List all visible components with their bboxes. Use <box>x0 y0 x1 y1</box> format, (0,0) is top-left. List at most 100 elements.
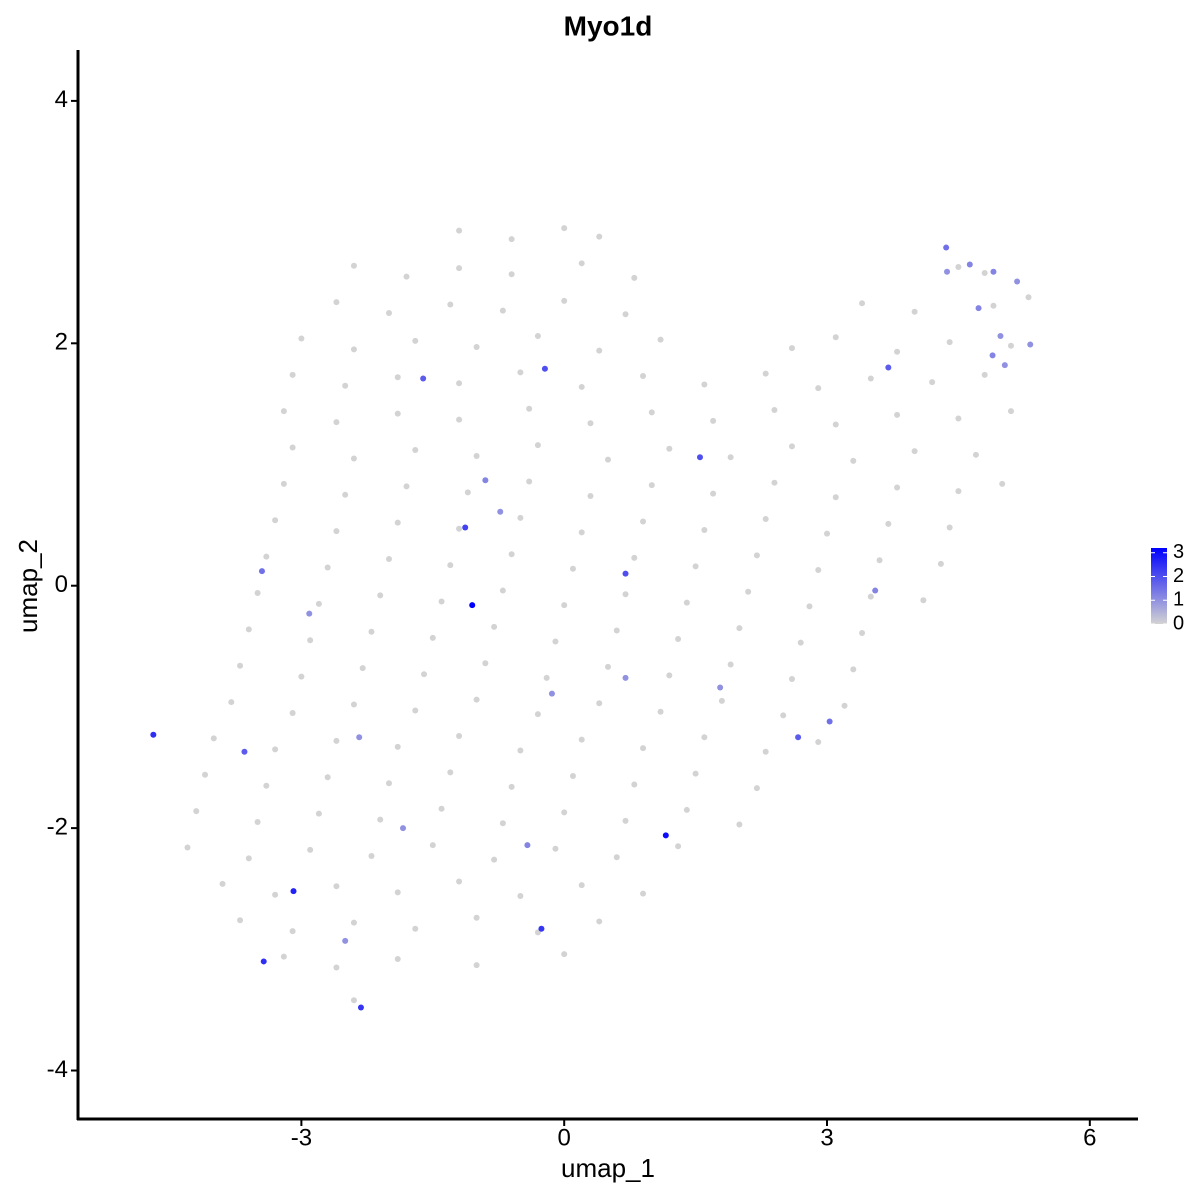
point <box>569 772 576 779</box>
point <box>429 842 436 849</box>
point <box>237 662 244 669</box>
point <box>350 455 357 462</box>
point <box>456 878 463 885</box>
point <box>997 333 1004 340</box>
point <box>333 964 340 971</box>
point <box>806 603 813 610</box>
point <box>307 637 314 644</box>
y-tick-label: -2 <box>47 813 68 840</box>
point <box>692 770 699 777</box>
point <box>648 409 655 416</box>
point <box>859 300 866 307</box>
point <box>150 731 157 738</box>
x-tick-label: -3 <box>291 1124 312 1151</box>
point <box>333 299 340 306</box>
point <box>631 554 638 561</box>
point <box>280 480 287 487</box>
point <box>561 951 568 958</box>
point <box>1027 341 1034 348</box>
point <box>613 627 620 634</box>
point <box>263 553 270 560</box>
point <box>219 880 226 887</box>
point <box>473 343 480 350</box>
point <box>491 856 498 863</box>
point <box>541 365 548 372</box>
point <box>850 457 857 464</box>
point <box>258 568 265 575</box>
point <box>946 524 953 531</box>
point <box>342 382 349 389</box>
point <box>1001 362 1008 369</box>
point <box>456 265 463 272</box>
point <box>981 270 988 277</box>
point <box>342 491 349 498</box>
point <box>394 743 401 750</box>
point <box>193 808 200 815</box>
point <box>377 816 384 823</box>
point <box>298 335 305 342</box>
point <box>456 416 463 423</box>
point <box>394 956 401 963</box>
point <box>662 832 669 839</box>
point <box>254 589 261 596</box>
point <box>648 482 655 489</box>
point <box>622 311 629 318</box>
point <box>412 925 419 932</box>
point <box>578 882 585 889</box>
y-tick-label: 4 <box>55 86 68 113</box>
point <box>788 676 795 683</box>
point <box>762 748 769 755</box>
chart-title: Myo1d <box>564 10 653 41</box>
point <box>841 702 848 709</box>
point <box>736 821 743 828</box>
point <box>306 610 313 617</box>
point <box>1007 408 1014 415</box>
point <box>561 602 568 609</box>
point <box>473 696 480 703</box>
point <box>350 346 357 353</box>
point <box>357 1004 364 1011</box>
point <box>517 369 524 376</box>
point <box>788 443 795 450</box>
point <box>692 563 699 570</box>
point <box>894 484 901 491</box>
point <box>832 494 839 501</box>
point <box>245 626 252 633</box>
point <box>263 782 270 789</box>
point <box>464 489 471 496</box>
point <box>499 587 506 594</box>
point <box>640 890 647 897</box>
point <box>350 262 357 269</box>
point <box>420 375 427 382</box>
point <box>622 570 629 577</box>
point <box>826 718 833 725</box>
point <box>473 914 480 921</box>
point <box>456 380 463 387</box>
point <box>815 739 822 746</box>
point <box>552 638 559 645</box>
point <box>499 820 506 827</box>
point <box>666 445 673 452</box>
point <box>990 302 997 309</box>
point <box>587 493 594 500</box>
point <box>482 477 489 484</box>
point <box>762 370 769 377</box>
point <box>394 519 401 526</box>
point <box>524 842 531 849</box>
point <box>596 918 603 925</box>
point <box>832 421 839 428</box>
point <box>867 375 874 382</box>
point <box>526 478 533 485</box>
point <box>955 488 962 495</box>
point <box>202 771 209 778</box>
point <box>356 734 363 741</box>
point <box>815 385 822 392</box>
point <box>561 225 568 232</box>
point <box>534 333 541 340</box>
point <box>385 780 392 787</box>
point <box>666 672 673 679</box>
colorbar-label: 1 <box>1173 589 1184 611</box>
point <box>241 748 248 755</box>
point <box>385 556 392 563</box>
point <box>548 690 555 697</box>
